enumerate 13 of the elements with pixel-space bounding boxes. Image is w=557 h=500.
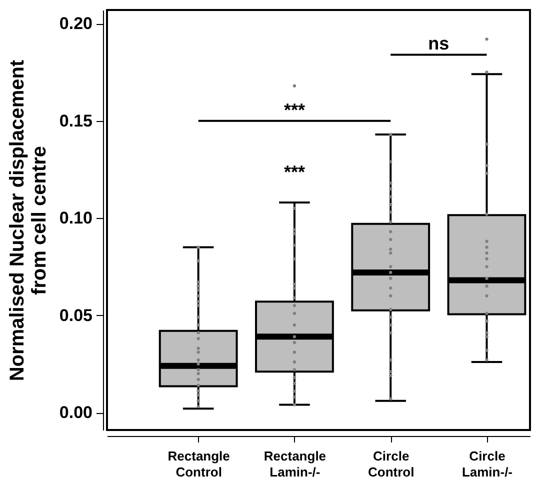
- y-axis-title: Normalised Nuclear displacement from cell centre: [6, 60, 50, 382]
- y-tick-label: 0.20: [59, 14, 92, 34]
- x-tick-label: Rectangle Control: [168, 448, 230, 480]
- annotation: ***: [284, 100, 305, 120]
- x-tick-label: Rectangle Lamin-/-: [264, 448, 326, 480]
- y-tick-label: 0.10: [59, 208, 92, 228]
- y-tick-label: 0.15: [59, 111, 92, 130]
- annotation: ns: [428, 34, 450, 54]
- x-tick-label: Circle Lamin-/-: [462, 448, 513, 480]
- y-tick-label: 0.05: [59, 306, 92, 325]
- y-tick-label: 0.00: [59, 403, 92, 422]
- annotation: ***: [284, 162, 305, 182]
- x-tick-label: Circle Control: [368, 448, 414, 480]
